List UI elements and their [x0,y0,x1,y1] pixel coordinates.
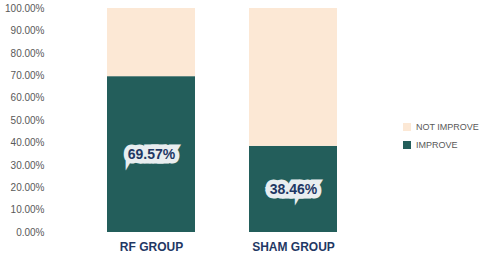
html-text:IMPROVE: IMPROVE [416,140,458,150]
svg-text:70.00%: 70.00% [11,70,45,81]
svg-text:40.00%: 40.00% [11,137,45,148]
svg-text:50.00%: 50.00% [11,115,45,126]
svg-text:RF GROUP: RF GROUP [120,240,183,254]
svg-text:60.00%: 60.00% [11,92,45,103]
svg-text:90.00%: 90.00% [11,25,45,36]
svg-text:30.00%: 30.00% [11,160,45,171]
html-text:NOT IMPROVE: NOT IMPROVE [416,122,479,132]
svg-text:20.00%: 20.00% [11,182,45,193]
svg-text:0.00%: 0.00% [16,227,44,238]
svg-text:100.00%: 100.00% [5,3,45,14]
svg-text:38.46%: 38.46% [270,181,318,197]
svg-text:80.00%: 80.00% [11,48,45,59]
svg-text:69.57%: 69.57% [128,146,176,162]
svg-text:10.00%: 10.00% [11,204,45,215]
svg-text:SHAM GROUP: SHAM GROUP [252,240,335,254]
